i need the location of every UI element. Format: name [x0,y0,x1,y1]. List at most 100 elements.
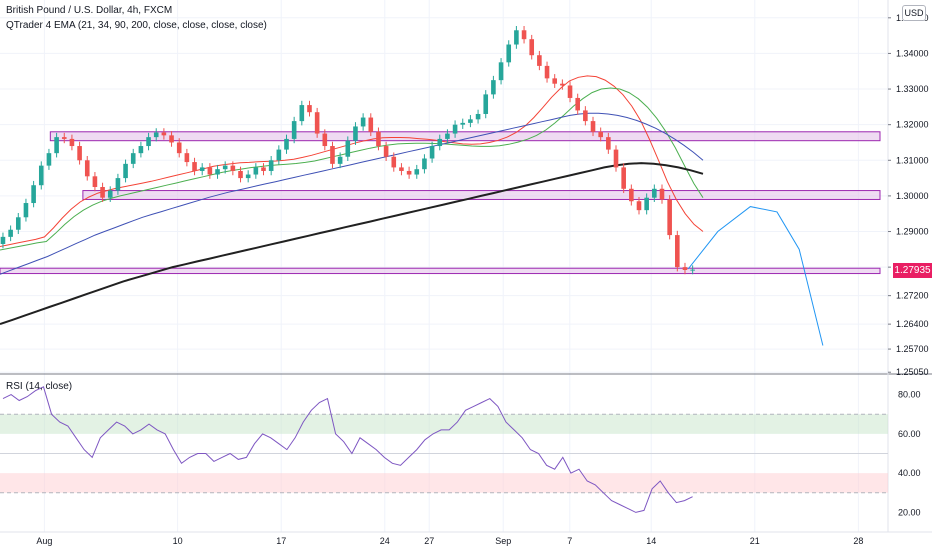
price-tick-label-9: 1.26400 [896,319,929,329]
candle-body-0 [0,236,6,244]
candle-body-5 [38,165,44,186]
price-tick-label-11: 1.25050 [896,367,929,377]
candle-body-17 [130,153,136,164]
candle-body-9 [69,138,75,147]
candle-body-18 [138,146,144,154]
candle-body-85 [652,188,657,198]
price-tick-label-2: 1.33000 [896,84,929,94]
candle-body-30 [230,165,236,171]
candle-body-22 [169,135,174,143]
candle-body-82 [629,188,634,202]
price-tick-label-6: 1.29000 [896,227,929,237]
candle-body-81 [621,167,626,189]
candle-body-12 [92,176,98,187]
candle-body-58 [445,133,450,139]
time-tick-label-3: 24 [380,536,390,546]
candle-body-11 [84,160,90,177]
candle-body-42 [322,133,328,147]
candle-body-49 [376,131,381,147]
candle-body-64 [491,80,496,95]
candle-body-3 [23,203,29,218]
time-tick-label-1: 10 [173,536,183,546]
candle-body-59 [452,124,458,134]
candle-body-65 [498,62,504,81]
candle-body-89 [682,267,688,270]
sr-zone-lower [0,267,881,275]
candle-body-45 [345,140,351,157]
candle-body-24 [184,153,190,163]
price-tick-label-1: 1.34000 [896,48,929,58]
sr-zone-upper [49,131,881,142]
candle-body-7 [54,137,59,154]
candle-body-20 [153,132,159,138]
ema-34-line [0,87,704,251]
candle-body-57 [437,138,443,147]
candle-body-78 [598,131,603,138]
candle-body-51 [391,156,397,168]
candle-body-19 [146,137,151,147]
candle-body-55 [422,158,427,170]
candle-body-66 [506,44,512,63]
candle-body-53 [406,170,412,175]
candle-body-1 [8,229,13,237]
candle-body-83 [636,201,642,211]
projection-curve [687,206,824,346]
candle-body-44 [337,156,343,164]
candle-body-8 [61,137,67,139]
time-tick-label-9: 28 [853,536,863,546]
candle-body-67 [514,30,519,45]
candle-body-36 [276,149,282,161]
candle-body-31 [238,170,243,179]
candle-body-15 [115,178,121,191]
time-tick-label-4: 27 [424,536,434,546]
candle-body-48 [368,117,374,132]
candle-body-75 [575,97,580,111]
rsi-tick-label-0: 80.00 [898,390,921,400]
candle-body-26 [199,167,205,171]
candle-body-79 [606,137,611,150]
candle-body-23 [176,142,182,154]
candle-body-47 [360,117,366,127]
candle-body-54 [414,169,420,175]
candle-body-71 [544,65,550,79]
candle-body-34 [261,167,266,171]
time-tick-label-5: Sep [495,536,511,546]
time-tick-label-0: Aug [36,536,52,546]
rsi-tick-label-2: 40.00 [898,468,921,478]
candle-body-10 [77,146,82,161]
candle-body-50 [383,146,389,157]
candle-body-77 [590,121,596,132]
candle-body-41 [314,112,320,134]
candle-body-27 [207,167,213,175]
rsi-band-1 [0,473,888,493]
candle-body-70 [537,55,542,66]
price-tick-label-8: 1.27200 [896,291,929,301]
candle-body-84 [644,197,649,211]
candle-body-60 [460,122,466,125]
candle-body-2 [15,217,21,230]
candle-body-33 [253,167,259,175]
rsi-tick-label-3: 20.00 [898,507,921,517]
candle-body-74 [567,85,573,98]
currency-button[interactable]: USD [902,5,926,21]
candle-body-39 [299,105,305,122]
price-tick-label-3: 1.32000 [896,120,929,130]
candle-body-28 [215,169,220,175]
time-tick-label-7: 14 [646,536,656,546]
candle-body-21 [161,132,167,136]
study-legend: QTrader 4 EMA (21, 34, 90, 200, close, c… [6,20,267,31]
price-tick-label-5: 1.30000 [896,191,929,201]
last-price-label: 1.27935 [893,263,932,278]
candle-body-69 [529,39,535,56]
candle-body-16 [123,163,128,179]
rsi-line [2,386,693,513]
candle-body-61 [468,119,473,123]
candle-body-56 [429,146,435,159]
candle-body-88 [675,235,680,268]
time-tick-label-2: 17 [276,536,286,546]
candle-body-80 [613,149,619,168]
price-tick-label-4: 1.31000 [896,155,929,165]
chart-title: British Pound / U.S. Dollar, 4h, FXCM [6,5,173,16]
